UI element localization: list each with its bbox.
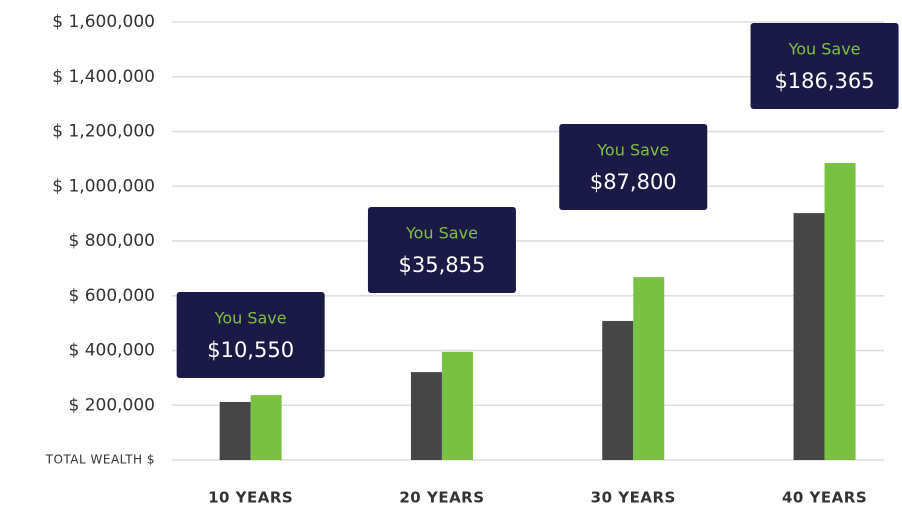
annotation-box — [559, 124, 708, 210]
y-tick-label: $ 1,400,000 — [52, 67, 155, 87]
annotation-text: $186,365 — [774, 69, 874, 93]
x-tick-label: 20 YEARS — [399, 489, 484, 507]
bar — [824, 162, 856, 460]
annotation-box — [750, 23, 899, 109]
bar — [633, 277, 665, 460]
y-tick-label: $ 1,600,000 — [52, 12, 155, 32]
bar — [410, 372, 442, 460]
annotation-box — [176, 292, 325, 378]
y-tick-label: $ 600,000 — [68, 286, 155, 306]
annotation-title: You Save — [214, 309, 287, 328]
y-tick-label: $ 1,000,000 — [52, 176, 155, 196]
annotation-text: $35,855 — [399, 253, 486, 277]
y-tick-label: $ 400,000 — [68, 341, 155, 361]
y-tick-label: $ 800,000 — [68, 231, 155, 251]
bar — [219, 401, 251, 460]
annotation-box — [367, 207, 516, 293]
annotation-title: You Save — [405, 224, 478, 243]
annotation-text: $10,550 — [207, 338, 294, 362]
y-tick-label: TOTAL WEALTH $ — [45, 453, 155, 467]
x-tick-label: 40 YEARS — [782, 489, 867, 507]
bar — [602, 320, 634, 460]
y-tick-label: $ 1,200,000 — [52, 122, 155, 142]
x-tick-label: 10 YEARS — [208, 489, 293, 507]
x-tick-label: 30 YEARS — [591, 489, 676, 507]
bar — [441, 351, 473, 460]
bar — [793, 213, 825, 460]
annotation-title: You Save — [596, 141, 669, 160]
annotation-text: $87,800 — [590, 170, 677, 194]
y-tick-label: $ 200,000 — [68, 395, 155, 415]
annotation-title: You Save — [788, 40, 861, 59]
bar — [250, 395, 282, 460]
